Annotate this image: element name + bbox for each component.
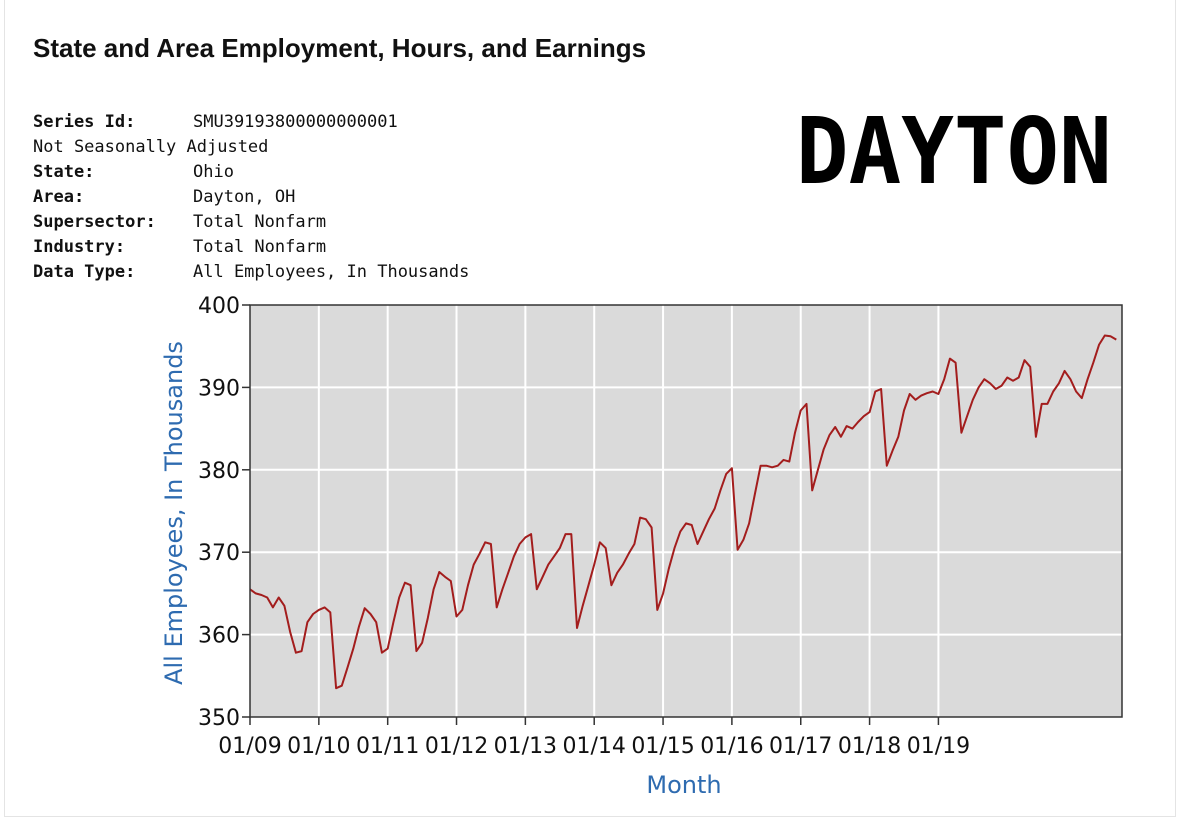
data-type-row: Data Type: All Employees, In Thousands bbox=[33, 260, 469, 285]
x-tick-label: 01/17 bbox=[769, 734, 832, 759]
chart-grid bbox=[250, 305, 1122, 717]
area-label: Area: bbox=[33, 187, 85, 207]
x-tick-label: 01/13 bbox=[494, 734, 557, 759]
data-type-label: Data Type: bbox=[33, 262, 136, 282]
y-tick-label: 380 bbox=[198, 459, 240, 484]
industry-label: Industry: bbox=[33, 237, 126, 257]
adjustment-value: Not Seasonally Adjusted bbox=[33, 137, 269, 157]
state-label: State: bbox=[33, 162, 95, 182]
area-row: Area: Dayton, OH bbox=[33, 185, 469, 210]
industry-row: Industry: Total Nonfarm bbox=[33, 235, 469, 260]
series-id-label: Series Id: bbox=[33, 112, 136, 132]
series-metadata: Series Id: SMU39193800000000001 Not Seaso… bbox=[33, 110, 469, 285]
x-tick-label: 01/16 bbox=[700, 734, 763, 759]
series-id-row: Series Id: SMU39193800000000001 bbox=[33, 110, 469, 135]
y-tick-label: 400 bbox=[198, 294, 240, 319]
x-axis-label: Month bbox=[646, 771, 721, 799]
state-value: Ohio bbox=[193, 162, 234, 182]
y-tick-label: 370 bbox=[198, 541, 240, 566]
supersector-row: Supersector: Total Nonfarm bbox=[33, 210, 469, 235]
y-axis-label: All Employees, In Thousands bbox=[160, 341, 188, 685]
plot-background bbox=[250, 305, 1122, 717]
plot-frame bbox=[249, 304, 1123, 718]
y-tick-label: 360 bbox=[198, 624, 240, 649]
x-tick-label: 01/10 bbox=[287, 734, 350, 759]
page-border bbox=[4, 0, 1176, 817]
x-tick-label: 01/12 bbox=[425, 734, 488, 759]
y-tick-label: 350 bbox=[198, 706, 240, 731]
x-tick-label: 01/18 bbox=[838, 734, 901, 759]
data-type-value: All Employees, In Thousands bbox=[193, 262, 470, 282]
chart-series bbox=[249, 334, 1117, 690]
supersector-value: Total Nonfarm bbox=[193, 212, 327, 232]
x-tick-label: 01/09 bbox=[218, 734, 281, 759]
employment-series-line bbox=[249, 334, 1117, 690]
x-tick-label: 01/11 bbox=[356, 734, 419, 759]
x-tick-label: 01/19 bbox=[907, 734, 970, 759]
industry-value: Total Nonfarm bbox=[193, 237, 327, 257]
state-row: State: Ohio bbox=[33, 160, 469, 185]
page-title: State and Area Employment, Hours, and Ea… bbox=[33, 33, 647, 63]
x-tick-label: 01/14 bbox=[563, 734, 626, 759]
adjustment-row: Not Seasonally Adjusted bbox=[33, 135, 469, 160]
area-overlay-text: DAYTON bbox=[796, 98, 1112, 205]
series-id-value: SMU39193800000000001 bbox=[193, 112, 398, 132]
supersector-label: Supersector: bbox=[33, 212, 156, 232]
x-tick-label: 01/15 bbox=[631, 734, 694, 759]
area-value: Dayton, OH bbox=[193, 187, 296, 207]
y-tick-label: 390 bbox=[198, 376, 240, 401]
